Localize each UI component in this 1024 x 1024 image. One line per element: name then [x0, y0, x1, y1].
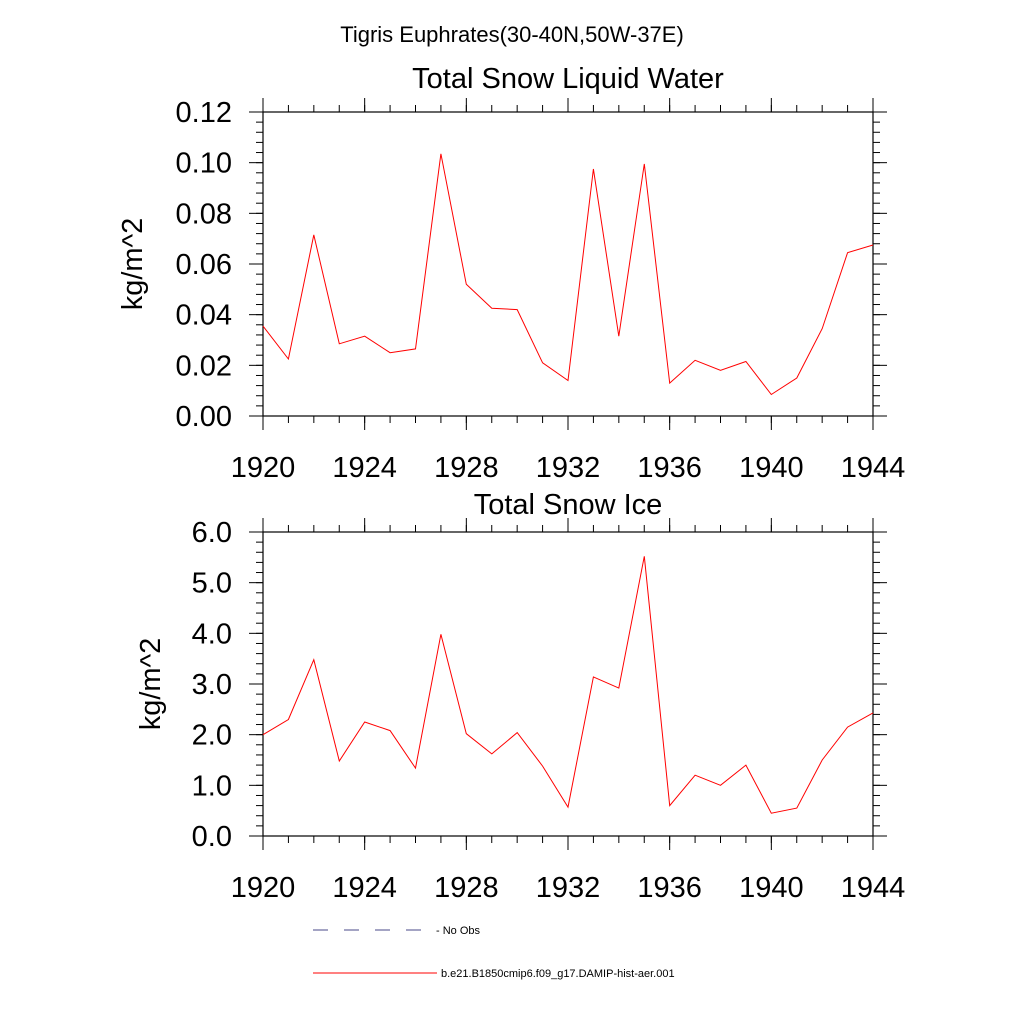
data-point	[262, 325, 264, 327]
data-point	[719, 784, 721, 786]
data-point	[414, 767, 416, 769]
data-point	[313, 234, 315, 236]
data-point	[770, 812, 772, 814]
x-tick-label: 1924	[332, 452, 397, 484]
legend: - No Obs b.e21.B1850cmip6.f09_g17.DAMIP-…	[313, 925, 675, 980]
x-tick-label: 1928	[434, 452, 499, 484]
data-point	[541, 362, 543, 364]
data-point	[846, 251, 848, 253]
y-tick-label: 0.12	[176, 97, 232, 129]
data-point	[491, 307, 493, 309]
data-point	[440, 633, 442, 635]
data-point	[745, 764, 747, 766]
data-point	[262, 733, 264, 735]
x-tick-label: 1940	[739, 452, 804, 484]
x-tick-label: 1920	[231, 452, 296, 484]
y-tick-label: 2.0	[192, 720, 232, 752]
data-point	[465, 732, 467, 734]
data-point	[338, 760, 340, 762]
data-point	[643, 163, 645, 165]
y-tick-label: 0.02	[176, 350, 232, 382]
x-tick-label: 1928	[434, 872, 499, 904]
data-point	[567, 806, 569, 808]
y-tick-label: 3.0	[192, 669, 232, 701]
data-point	[643, 555, 645, 557]
x-tick-label: 1940	[739, 872, 804, 904]
panel-snow-liquid-water: Total Snow Liquid Water kg/m^2 0.000.020…	[117, 63, 905, 484]
data-point	[694, 359, 696, 361]
data-point	[389, 729, 391, 731]
series-layer	[262, 555, 874, 814]
data-point	[389, 351, 391, 353]
y-tick-label: 0.04	[176, 300, 232, 332]
axes: 0.0 1.0 2.0 3.0 4.0 5.0 6.0 1920 1924 1928 1932 193…	[192, 517, 906, 904]
data-point	[694, 774, 696, 776]
data-point	[668, 382, 670, 384]
panel-title: Total Snow Ice	[474, 489, 663, 521]
y-tick-label: 5.0	[192, 568, 232, 600]
data-point	[567, 379, 569, 381]
data-point	[745, 360, 747, 362]
data-point	[618, 687, 620, 689]
data-point	[872, 244, 874, 246]
data-point	[668, 804, 670, 806]
y-tick-label: 0.00	[176, 401, 232, 433]
data-point	[465, 283, 467, 285]
series-layer	[262, 153, 874, 396]
data-point	[440, 153, 442, 155]
y-tick-label: 4.0	[192, 618, 232, 650]
figure-suptitle: Tigris Euphrates(30-40N,50W-37E)	[340, 22, 684, 47]
data-point	[313, 658, 315, 660]
data-point	[770, 393, 772, 395]
data-point	[516, 308, 518, 310]
y-tick-label: 0.06	[176, 249, 232, 281]
y-tick-label: 6.0	[192, 517, 232, 549]
data-point	[516, 731, 518, 733]
data-point	[414, 348, 416, 350]
x-tick-label: 1936	[637, 872, 702, 904]
data-point	[363, 721, 365, 723]
legend-label-model-run: b.e21.B1850cmip6.f09_g17.DAMIP-hist-aer.…	[441, 968, 675, 980]
legend-label-no-obs: - No Obs	[436, 925, 481, 937]
data-point	[338, 343, 340, 345]
data-point	[796, 377, 798, 379]
data-point	[821, 327, 823, 329]
x-tick-label: 1944	[841, 872, 906, 904]
data-point	[287, 718, 289, 720]
axes: 0.00 0.02 0.04 0.06 0.08 0.10 0.12 1920 1924 1928…	[176, 97, 906, 484]
data-point	[592, 676, 594, 678]
data-point	[872, 712, 874, 714]
x-tick-label: 1932	[536, 452, 601, 484]
x-tick-label: 1936	[637, 452, 702, 484]
x-tick-label: 1920	[231, 872, 296, 904]
series-line	[262, 556, 874, 814]
y-axis-label: kg/m^2	[135, 638, 167, 731]
plot-frame	[262, 111, 874, 417]
data-point	[287, 358, 289, 360]
series-line	[262, 153, 874, 396]
data-point	[796, 807, 798, 809]
data-point	[541, 765, 543, 767]
data-point	[821, 759, 823, 761]
y-tick-label: 0.08	[176, 198, 232, 230]
plot-frame	[262, 531, 874, 837]
data-point	[846, 726, 848, 728]
y-axis-label: kg/m^2	[117, 218, 149, 311]
data-point	[719, 369, 721, 371]
y-tick-label: 0.10	[176, 148, 232, 180]
data-point	[491, 753, 493, 755]
y-tick-label: 1.0	[192, 770, 232, 802]
y-tick-label: 0.0	[192, 821, 232, 853]
x-tick-label: 1932	[536, 872, 601, 904]
x-tick-label: 1944	[841, 452, 906, 484]
panel-snow-ice: Total Snow Ice kg/m^2 0.0 1.0 2.0 3.0 4.0 5.0…	[135, 489, 905, 904]
data-point	[592, 168, 594, 170]
panel-title: Total Snow Liquid Water	[412, 63, 724, 95]
data-point	[618, 335, 620, 337]
x-tick-label: 1924	[332, 872, 397, 904]
data-point	[363, 335, 365, 337]
